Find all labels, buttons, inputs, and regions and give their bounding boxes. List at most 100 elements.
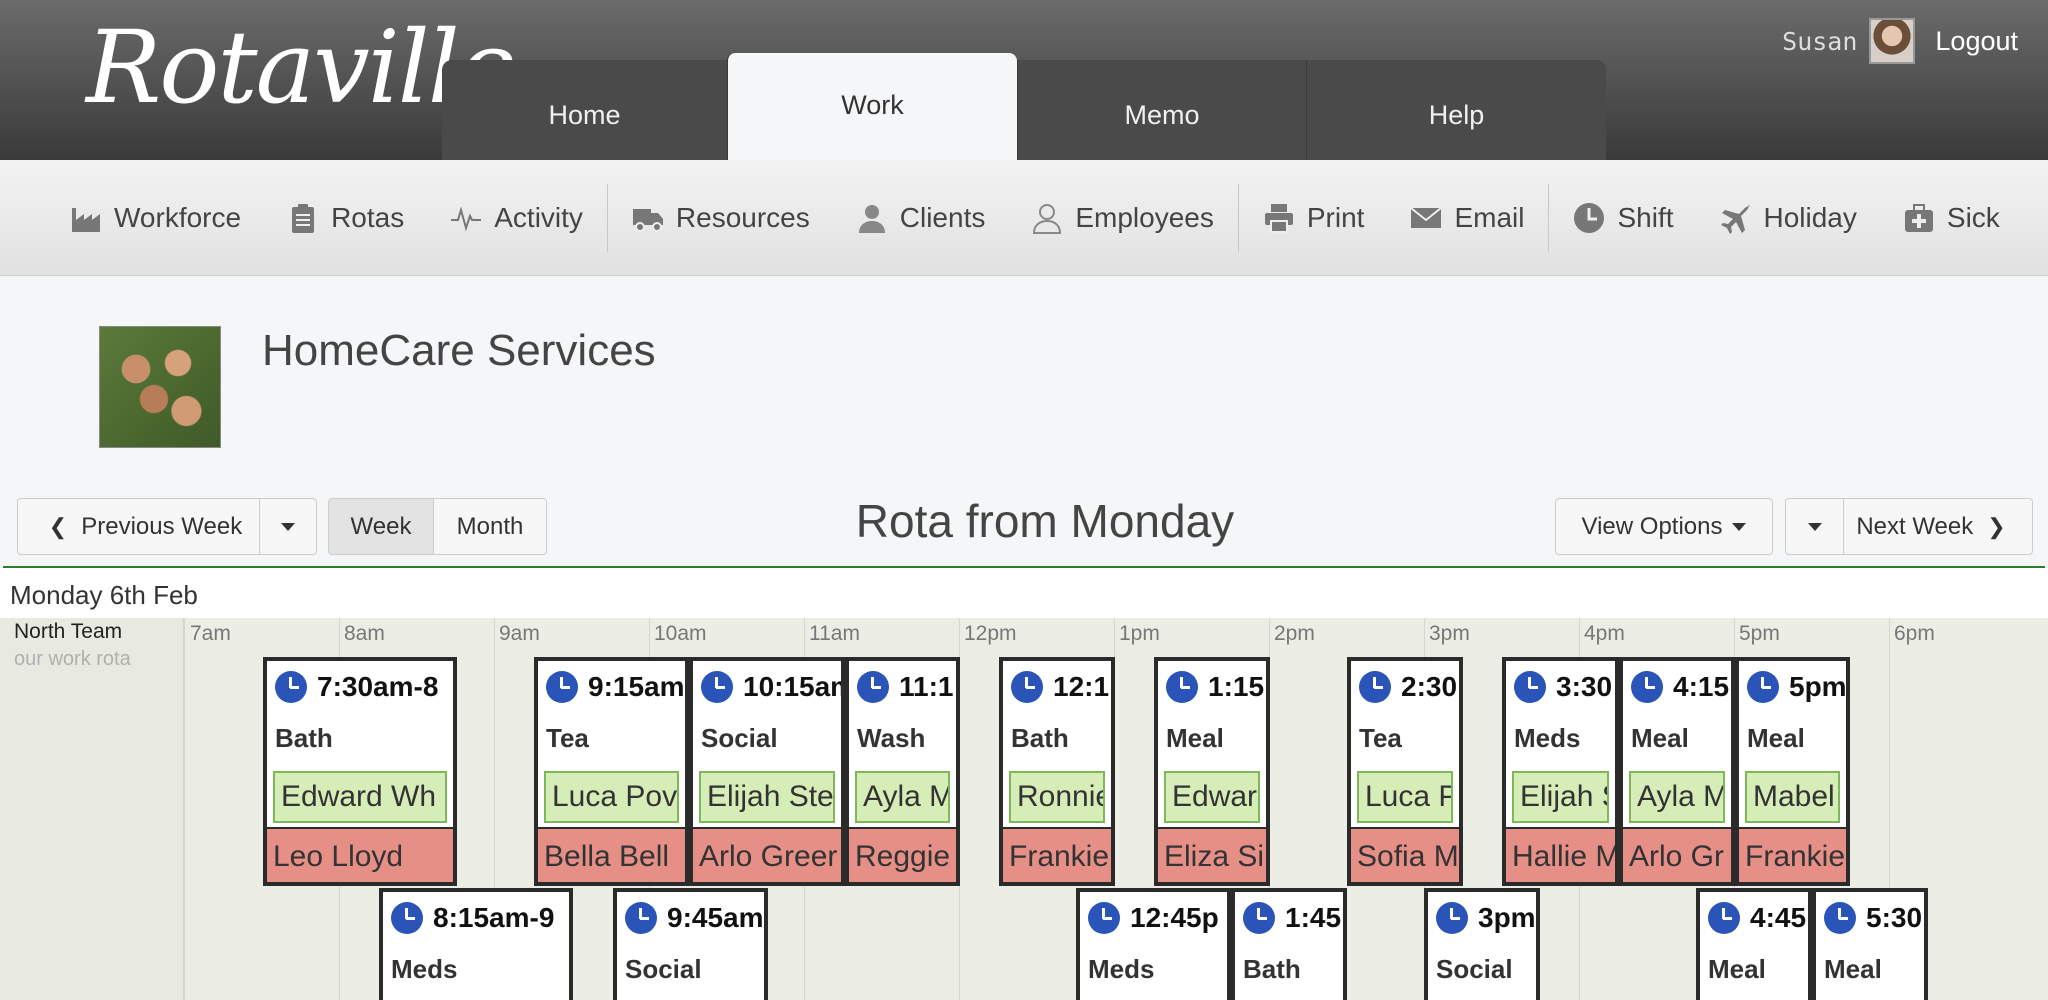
shift-client[interactable]: Edwar [1164, 771, 1260, 823]
shift-time: 9:15am [546, 669, 685, 705]
toolbar-email[interactable]: Email [1410, 202, 1524, 234]
shift-employee[interactable]: Hallie M [1506, 827, 1615, 882]
toolbar-holiday[interactable]: Holiday [1720, 202, 1857, 234]
previous-week-button[interactable]: ❮ Previous Week [17, 498, 260, 555]
shift-client[interactable]: Ayla M [1629, 771, 1725, 823]
shift-employee[interactable]: Leo Lloyd [267, 827, 453, 882]
toolbar-workforce[interactable]: Workforce [70, 202, 241, 234]
view-options-button[interactable]: View Options [1555, 498, 1773, 555]
logout-link[interactable]: Logout [1935, 25, 2018, 56]
divider [3, 566, 2045, 568]
shift-card[interactable]: 1:45 Bath [1231, 888, 1347, 1000]
avatar[interactable] [1869, 18, 1916, 64]
shift-time-text: 3pm [1478, 902, 1536, 933]
shift-type: Meal [1631, 723, 1689, 753]
shift-client[interactable]: Edward Wh [273, 771, 447, 823]
toolbar-activity[interactable]: Activity [450, 202, 583, 234]
shift-card[interactable]: 3:30 Meds Elijah S Hallie M [1502, 657, 1619, 886]
shift-card[interactable]: 4:45 Meal [1696, 888, 1812, 1000]
shift-client[interactable]: Elijah S [1512, 771, 1609, 823]
shift-employee[interactable]: Bella Bell [538, 827, 685, 882]
nav-tab-work[interactable]: Work [727, 53, 1017, 160]
caret-down-icon [281, 522, 295, 531]
toolbar-sick[interactable]: Sick [1903, 202, 2000, 234]
shift-card[interactable]: 10:15am Social Elijah Ste Arlo Greer [689, 657, 845, 886]
shift-card[interactable]: 11:1 Wash Ayla M Reggie [845, 657, 960, 886]
shift-employee[interactable]: Frankie [1003, 827, 1111, 882]
shift-card[interactable]: 12:1 Bath Ronnie Frankie [999, 657, 1115, 886]
toolbar-rotas[interactable]: Rotas [287, 202, 404, 234]
month-view-button[interactable]: Month [433, 498, 547, 555]
shift-type: Bath [1243, 954, 1301, 984]
shift-card[interactable]: 4:15 Meal Ayla M Arlo Gr [1619, 657, 1735, 886]
shift-client[interactable]: Luca Pov [544, 771, 679, 823]
shift-employee[interactable]: Arlo Gr [1623, 827, 1731, 882]
shift-employee[interactable]: Arlo Greer [693, 827, 841, 882]
shift-time-text: 1:45 [1285, 902, 1342, 933]
shift-card[interactable]: 12:45p Meds [1076, 888, 1231, 1000]
shift-card[interactable]: 9:45am Social [613, 888, 768, 1000]
next-week-dropdown[interactable] [1785, 498, 1844, 555]
shift-client[interactable]: Mabel [1745, 771, 1840, 823]
toolbar-resources[interactable]: Resources [632, 202, 810, 234]
hour-label: 4pm [1584, 622, 1625, 645]
shift-client[interactable]: Ronnie [1009, 771, 1105, 823]
shift-time: 5:30 [1824, 900, 1924, 936]
hour-gridline [1889, 618, 1890, 1000]
shift-client[interactable]: Ayla M [855, 771, 950, 823]
hour-gridline [494, 618, 495, 1000]
week-view-button[interactable]: Week [328, 498, 434, 555]
shift-card[interactable]: 3pm Social [1424, 888, 1540, 1000]
toolbar-employees[interactable]: Employees [1031, 202, 1214, 234]
shift-employee[interactable]: Frankie [1739, 827, 1846, 882]
shift-time-text: 4:45 [1750, 902, 1807, 933]
nav-tab-home[interactable]: Home [548, 99, 621, 130]
hour-label: 6pm [1894, 622, 1935, 645]
org-name: HomeCare Services [262, 326, 656, 375]
toolbar-clients[interactable]: Clients [856, 202, 985, 234]
shift-client[interactable]: Luca P [1357, 771, 1453, 823]
user-name: Susan [1782, 26, 1858, 56]
shift-time: 3:30 [1514, 669, 1615, 705]
clock-icon [701, 671, 733, 703]
team-name[interactable]: North Team [14, 620, 123, 643]
shift-client[interactable]: Elijah Ste [699, 771, 835, 823]
shift-time-text: 2:30 [1401, 671, 1458, 702]
shift-type: Social [625, 954, 702, 984]
shift-time: 11:1 [857, 669, 956, 705]
shift-type: Meal [1824, 954, 1882, 984]
shift-time-text: 7:30am-8 [317, 671, 439, 702]
toolbar-print[interactable]: Print [1263, 202, 1364, 234]
shift-time-text: 1:15 [1208, 671, 1265, 702]
shift-time: 1:45 [1243, 900, 1343, 936]
nav-tab-help[interactable]: Help [1306, 60, 1606, 160]
shift-employee[interactable]: Reggie [849, 827, 956, 882]
shift-card[interactable]: 1:15 Meal Edwar Eliza Si [1154, 657, 1270, 886]
hour-label: 3pm [1429, 622, 1470, 645]
toolbar-label: Resources [675, 201, 810, 233]
shift-time-text: 5pm [1789, 671, 1847, 702]
shift-card[interactable]: 5:30 Meal [1812, 888, 1928, 1000]
shift-card[interactable]: 2:30 Tea Luca P Sofia M [1347, 657, 1463, 886]
caret-down-icon [1807, 522, 1822, 531]
shift-type: Social [701, 723, 778, 753]
previous-week-dropdown[interactable] [259, 498, 317, 555]
shift-type: Meds [1514, 723, 1581, 753]
shift-time-text: 9:45am [667, 902, 764, 933]
shift-card[interactable]: 9:15am Tea Luca Pov Bella Bell [534, 657, 689, 886]
toolbar-shift[interactable]: Shift [1573, 202, 1674, 234]
shift-employee[interactable]: Eliza Si [1158, 827, 1266, 882]
shift-employee[interactable]: Sofia M [1351, 827, 1459, 882]
shift-type: Meal [1708, 954, 1766, 984]
shift-card[interactable]: 5pm Meal Mabel Frankie [1735, 657, 1850, 886]
shift-type: Meds [1088, 954, 1155, 984]
team-subtitle: our work rota [14, 648, 131, 670]
nav-tab-memo[interactable]: Memo [1017, 60, 1306, 160]
clock-icon [391, 902, 423, 934]
toolbar-label: Email [1454, 201, 1525, 233]
shift-card[interactable]: 8:15am-9 Meds [379, 888, 573, 1000]
next-week-button[interactable]: Next Week ❯ [1843, 498, 2033, 555]
shift-card[interactable]: 7:30am-8 Bath Edward Wh Leo Lloyd [263, 657, 457, 886]
clock-icon [1514, 671, 1546, 703]
hour-label: 1pm [1119, 622, 1160, 645]
